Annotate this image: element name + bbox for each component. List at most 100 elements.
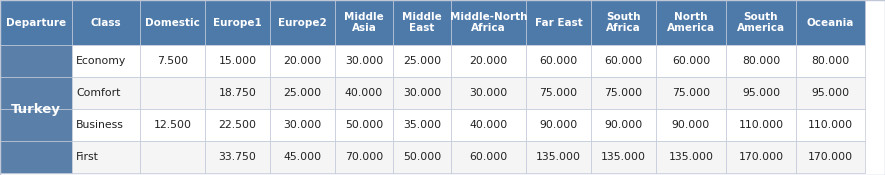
Bar	[393, 45, 451, 77]
Bar	[72, 45, 140, 77]
Bar	[140, 77, 205, 109]
Text: 30.000: 30.000	[469, 88, 508, 98]
Bar	[335, 45, 393, 77]
Bar	[205, 77, 270, 109]
Text: 25.000: 25.000	[283, 88, 321, 98]
Bar	[591, 109, 656, 141]
Bar	[205, 0, 270, 45]
Text: Domestic: Domestic	[145, 18, 200, 27]
Bar	[451, 77, 526, 109]
Text: 18.750: 18.750	[219, 88, 257, 98]
Text: 12.500: 12.500	[153, 120, 191, 130]
Bar	[526, 45, 591, 77]
Text: Departure: Departure	[6, 18, 66, 27]
Bar	[72, 109, 140, 141]
Bar	[270, 45, 335, 77]
Text: 110.000: 110.000	[738, 120, 783, 130]
Text: 135.000: 135.000	[601, 152, 646, 162]
Text: 22.500: 22.500	[219, 120, 257, 130]
Text: South
Africa: South Africa	[606, 12, 641, 33]
Text: 60.000: 60.000	[672, 56, 710, 66]
Text: 95.000: 95.000	[812, 88, 850, 98]
Bar	[140, 45, 205, 77]
Bar	[335, 141, 393, 173]
Bar	[393, 0, 451, 45]
Text: North
America: North America	[667, 12, 715, 33]
Bar	[72, 141, 140, 173]
Bar	[393, 141, 451, 173]
Text: 30.000: 30.000	[283, 120, 321, 130]
Text: Turkey: Turkey	[11, 103, 61, 116]
Text: 60.000: 60.000	[604, 56, 643, 66]
Bar	[726, 141, 796, 173]
Bar	[656, 0, 726, 45]
Text: 135.000: 135.000	[536, 152, 581, 162]
Text: 33.750: 33.750	[219, 152, 257, 162]
Text: Far East: Far East	[535, 18, 582, 27]
Text: 80.000: 80.000	[742, 56, 780, 66]
Text: Class: Class	[90, 18, 121, 27]
Bar	[526, 141, 591, 173]
Bar	[656, 109, 726, 141]
Bar	[0, 77, 72, 109]
Bar	[0, 141, 72, 173]
Bar	[0, 45, 72, 77]
Text: 135.000: 135.000	[668, 152, 713, 162]
Bar	[796, 77, 865, 109]
Text: 20.000: 20.000	[283, 56, 321, 66]
Bar	[270, 77, 335, 109]
Bar	[270, 109, 335, 141]
Bar	[591, 141, 656, 173]
Bar	[335, 109, 393, 141]
Text: 80.000: 80.000	[812, 56, 850, 66]
Text: 40.000: 40.000	[469, 120, 508, 130]
Text: 30.000: 30.000	[403, 88, 441, 98]
Text: 60.000: 60.000	[539, 56, 578, 66]
Bar	[796, 109, 865, 141]
Text: 50.000: 50.000	[345, 120, 383, 130]
Bar	[726, 77, 796, 109]
Text: 60.000: 60.000	[469, 152, 508, 162]
Text: Europe2: Europe2	[278, 18, 327, 27]
Text: Middle
East: Middle East	[402, 12, 442, 33]
Bar	[526, 77, 591, 109]
Bar	[335, 0, 393, 45]
Text: 20.000: 20.000	[469, 56, 508, 66]
Bar	[205, 109, 270, 141]
Text: 95.000: 95.000	[742, 88, 780, 98]
Text: 45.000: 45.000	[283, 152, 321, 162]
Text: 30.000: 30.000	[345, 56, 383, 66]
Bar	[0, 0, 72, 45]
Bar	[591, 77, 656, 109]
Bar	[205, 45, 270, 77]
Bar	[656, 141, 726, 173]
Text: 170.000: 170.000	[808, 152, 853, 162]
Text: 7.500: 7.500	[157, 56, 188, 66]
Bar	[796, 0, 865, 45]
Bar	[591, 0, 656, 45]
Text: 90.000: 90.000	[539, 120, 578, 130]
Bar	[140, 109, 205, 141]
Bar	[526, 0, 591, 45]
Text: Middle
Asia: Middle Asia	[344, 12, 384, 33]
Text: 75.000: 75.000	[540, 88, 578, 98]
Bar	[451, 141, 526, 173]
Bar	[796, 141, 865, 173]
Bar	[726, 109, 796, 141]
Text: Economy: Economy	[76, 56, 127, 66]
Text: 110.000: 110.000	[808, 120, 853, 130]
Bar	[393, 109, 451, 141]
Bar	[140, 0, 205, 45]
Bar	[451, 0, 526, 45]
Bar	[335, 77, 393, 109]
Bar	[393, 77, 451, 109]
Text: 40.000: 40.000	[345, 88, 383, 98]
Bar	[72, 77, 140, 109]
Text: Middle-North
Africa: Middle-North Africa	[450, 12, 527, 33]
Bar	[451, 109, 526, 141]
Bar	[526, 109, 591, 141]
Bar	[0, 109, 72, 141]
Bar	[205, 141, 270, 173]
Text: 170.000: 170.000	[738, 152, 783, 162]
Bar	[591, 45, 656, 77]
